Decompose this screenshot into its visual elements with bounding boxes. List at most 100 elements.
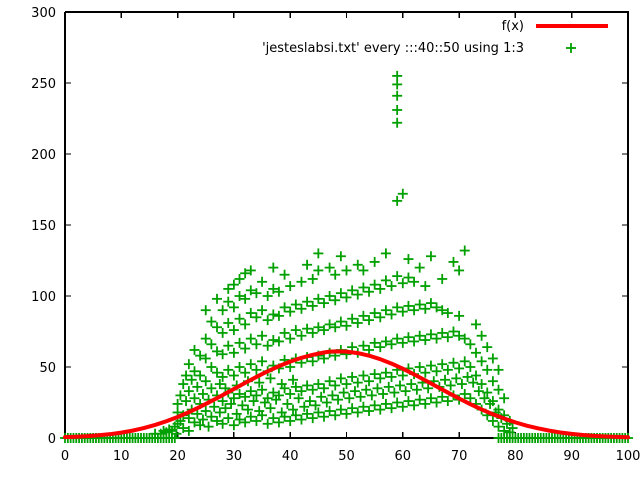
scatter-point bbox=[285, 388, 296, 399]
scatter-point bbox=[414, 362, 425, 372]
scatter-point bbox=[240, 391, 251, 402]
x-tick-label: 10 bbox=[113, 449, 130, 464]
scatter-point bbox=[358, 370, 369, 381]
scatter-point bbox=[400, 386, 411, 397]
scatter-point bbox=[285, 333, 296, 344]
scatter-point bbox=[499, 393, 510, 404]
scatter-point bbox=[341, 320, 352, 331]
scatter-point bbox=[456, 379, 467, 390]
scatter-point bbox=[318, 298, 329, 309]
scatter-point bbox=[251, 415, 262, 426]
scatter-point bbox=[347, 313, 358, 324]
scatter-point bbox=[212, 346, 223, 357]
scatter-point bbox=[392, 195, 403, 206]
scatter-point bbox=[338, 387, 349, 398]
x-tick-label: 100 bbox=[616, 449, 640, 464]
scatter-point bbox=[335, 288, 346, 299]
scatter-point bbox=[240, 367, 251, 378]
scatter-point bbox=[468, 377, 479, 388]
scatter-point bbox=[420, 335, 431, 346]
scatter-point bbox=[397, 278, 408, 289]
x-axis-tick-labels: 0 10 20 30 40 50 60 70 80 90 100 bbox=[61, 449, 640, 464]
scatter-point bbox=[197, 414, 208, 425]
scatter-point bbox=[318, 325, 329, 336]
scatter-point bbox=[217, 396, 228, 407]
scatter-point bbox=[431, 397, 442, 408]
scatter-point bbox=[459, 356, 470, 367]
scatter-point bbox=[403, 272, 414, 283]
scatter-point bbox=[431, 366, 442, 377]
scatter-point bbox=[369, 400, 380, 411]
scatter-point bbox=[313, 293, 324, 304]
scatter-point bbox=[223, 283, 234, 294]
scatter-point bbox=[487, 396, 498, 407]
scatter-point bbox=[349, 386, 360, 397]
scatter-point bbox=[409, 305, 420, 316]
scatter-point bbox=[257, 410, 268, 421]
scatter-point bbox=[420, 281, 431, 292]
scatter-point bbox=[240, 343, 251, 354]
scatter-point bbox=[392, 333, 403, 344]
scatter-point bbox=[279, 383, 290, 394]
scatter-point bbox=[392, 397, 403, 408]
scatter-point bbox=[245, 333, 256, 344]
scatter-point bbox=[178, 379, 189, 390]
scatter-point bbox=[296, 330, 307, 341]
scatter-point bbox=[296, 276, 307, 287]
scatter-point bbox=[321, 397, 332, 408]
scatter-point bbox=[487, 353, 498, 364]
scatter-point bbox=[482, 364, 493, 375]
scatter-point bbox=[206, 316, 217, 327]
scatter-point bbox=[234, 291, 245, 301]
scatter-point bbox=[352, 317, 363, 328]
scatter-point bbox=[437, 273, 448, 284]
scatter-point bbox=[392, 117, 403, 128]
y-tick-label: 250 bbox=[31, 77, 56, 92]
scatter-point bbox=[268, 413, 279, 424]
scatter-point bbox=[242, 404, 253, 415]
scatter-point bbox=[307, 327, 318, 338]
scatter-point bbox=[251, 288, 262, 299]
scatter-point bbox=[437, 305, 448, 316]
scatter-point bbox=[397, 337, 408, 348]
scatter-point bbox=[313, 322, 324, 333]
scatter-point bbox=[476, 379, 487, 390]
scatter-point bbox=[392, 271, 403, 282]
scatter-point bbox=[324, 406, 335, 417]
scatter-point bbox=[228, 279, 239, 290]
scatter-point bbox=[397, 401, 408, 412]
scatter-point bbox=[206, 411, 217, 422]
scatter-point bbox=[262, 418, 273, 429]
scatter-point bbox=[327, 390, 338, 401]
scatter-point bbox=[392, 70, 403, 81]
scatter-point bbox=[268, 335, 279, 346]
scatter-point bbox=[223, 413, 234, 424]
scatter-point bbox=[186, 374, 197, 385]
scatter-point bbox=[341, 408, 352, 419]
scatter-point bbox=[330, 410, 341, 421]
scatter-point bbox=[341, 265, 352, 276]
scatter-point bbox=[437, 359, 448, 370]
scatter-point bbox=[392, 79, 403, 90]
scatter-point bbox=[200, 353, 211, 364]
scatter-point bbox=[459, 245, 470, 256]
scatter-point bbox=[406, 379, 417, 390]
scatter-point bbox=[324, 262, 335, 273]
scatter-point bbox=[459, 333, 470, 344]
scatter-point bbox=[442, 364, 453, 375]
scatter-point bbox=[440, 374, 451, 385]
scatter-point bbox=[240, 268, 251, 279]
scatter-point bbox=[240, 319, 251, 330]
scatter-point bbox=[380, 248, 391, 259]
scatter-point bbox=[192, 381, 203, 392]
y-tick-label: 150 bbox=[31, 219, 56, 234]
scatter-point bbox=[482, 387, 493, 398]
scatter-point bbox=[369, 256, 380, 267]
scatter-point bbox=[386, 309, 397, 320]
scatter-point bbox=[279, 411, 290, 422]
scatter-point bbox=[302, 296, 313, 307]
scatter-point bbox=[380, 275, 391, 286]
scatter-point bbox=[375, 312, 386, 323]
scatter-point bbox=[364, 344, 375, 355]
scatter-point bbox=[181, 370, 192, 381]
